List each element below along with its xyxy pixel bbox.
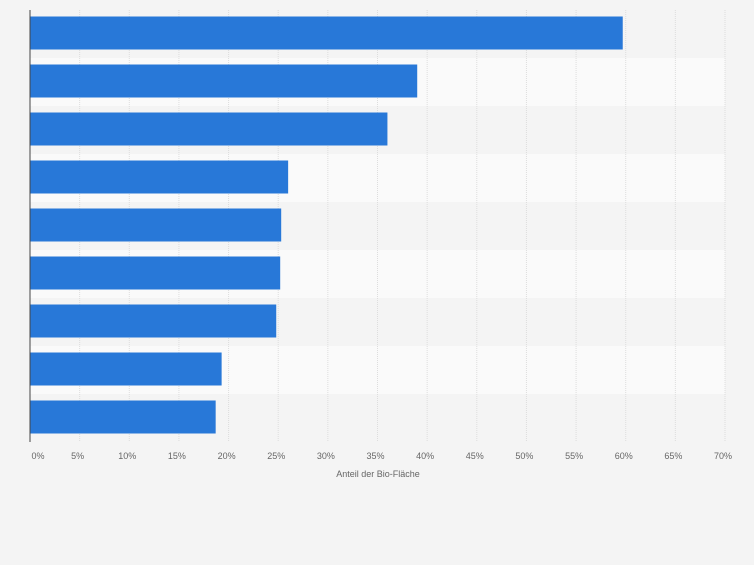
bars bbox=[30, 16, 623, 434]
x-tick-label: 50% bbox=[515, 451, 533, 461]
bar[interactable] bbox=[30, 16, 623, 50]
x-tick-labels: 0% 5% 10% 15% 20% 25% 30% 35% 40% 45% 50% 55% 60% 65%… bbox=[31, 451, 732, 461]
x-tick-label: 70% bbox=[714, 451, 732, 461]
bar[interactable] bbox=[30, 256, 281, 290]
x-tick-label: 65% bbox=[664, 451, 682, 461]
x-tick-label: 30% bbox=[317, 451, 335, 461]
x-axis-title: Anteil der Bio-Fläche bbox=[336, 469, 420, 479]
bar[interactable] bbox=[30, 112, 388, 146]
x-tick-label: 35% bbox=[366, 451, 384, 461]
bar[interactable] bbox=[30, 208, 282, 242]
bar[interactable] bbox=[30, 352, 222, 386]
bar[interactable] bbox=[30, 304, 277, 338]
bar[interactable] bbox=[30, 400, 216, 434]
bar[interactable] bbox=[30, 160, 289, 194]
x-tick-label: 45% bbox=[466, 451, 484, 461]
x-tick-label: 25% bbox=[267, 451, 285, 461]
bar[interactable] bbox=[30, 64, 418, 98]
x-tick-label: 40% bbox=[416, 451, 434, 461]
x-tick-label: 20% bbox=[218, 451, 236, 461]
x-tick-label: 5% bbox=[71, 451, 84, 461]
x-tick-label: 55% bbox=[565, 451, 583, 461]
x-tick-label: 60% bbox=[615, 451, 633, 461]
x-tick-label: 0% bbox=[31, 451, 44, 461]
x-tick-label: 10% bbox=[118, 451, 136, 461]
x-tick-label: 15% bbox=[168, 451, 186, 461]
